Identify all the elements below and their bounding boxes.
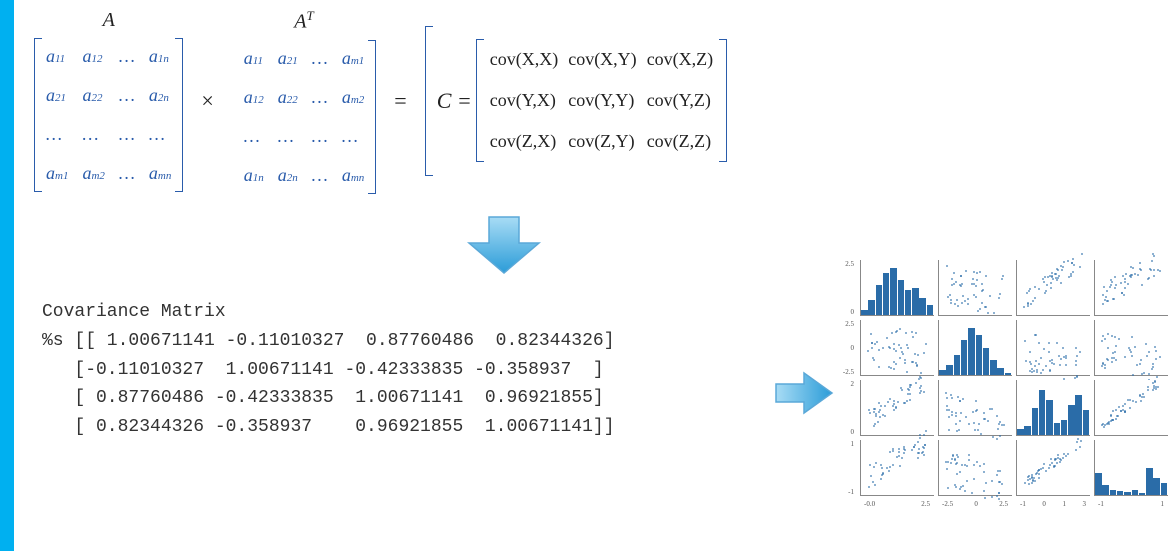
matrix-cell: a12 <box>82 46 104 67</box>
matrix-cell: a11 <box>46 46 68 67</box>
pairplot-hist <box>1094 440 1168 496</box>
matrix-cell: … <box>244 126 264 147</box>
pairplot-hist <box>938 320 1012 376</box>
cov-cell: cov(X,Y) <box>568 49 636 70</box>
pairplot-yticks: 2.50-2.5 <box>840 320 856 376</box>
cov-cell: cov(Y,Z) <box>647 90 713 111</box>
matrix-cell: a11 <box>244 48 264 69</box>
matrix-cell: … <box>119 163 135 184</box>
matrix-cell: am1 <box>46 163 68 184</box>
cov-symbolic-matrix: cov(X,X) cov(X,Y) cov(X,Z) cov(Y,X) cov(Y,Y)… <box>476 39 727 162</box>
equals-operator: = <box>388 88 412 114</box>
matrix-cell: am1 <box>342 48 364 69</box>
matrix-cell: … <box>312 126 328 147</box>
pairplot-xticks: -11 <box>1094 500 1168 518</box>
pairplot-yticks: 2.50 <box>840 260 856 316</box>
matrix-c-block: C = cov(X,X)cov(X,Y)cov(X,Z)cov(Y,X)cov(… <box>425 26 727 176</box>
matrix-a-label: A <box>103 9 115 32</box>
pairplot-scatter <box>938 440 1012 496</box>
matrix-cell: … <box>312 48 328 69</box>
arrow-right-icon <box>774 370 834 416</box>
matrix-cell: amn <box>149 163 171 184</box>
matrix-cell: am2 <box>342 87 364 108</box>
matrix-cell: a12 <box>244 87 264 108</box>
matrix-cell: … <box>119 124 135 145</box>
cov-cell: cov(Z,X) <box>490 131 558 152</box>
cov-cell: cov(Z,Y) <box>568 131 636 152</box>
pairplot-grid: 2.50 2.50-2.5 20 1-1-0.02.5-2.502.5-1013-11 <box>840 260 1171 518</box>
pairplot-xticks: -2.502.5 <box>938 500 1012 518</box>
matrix-a: a11 a12 … a1n a21 a22 … a2n … … … … am1 am2 … amn <box>34 38 183 192</box>
pairplot-scatter <box>1016 320 1090 376</box>
pairplot-yticks: 20 <box>840 380 856 436</box>
c-equals-label: C = <box>437 88 472 114</box>
pairplot-yticks: 1-1 <box>840 440 856 496</box>
accent-sidebar <box>0 0 14 551</box>
matrix-cell: a22 <box>82 85 104 106</box>
cov-cell: cov(X,X) <box>490 49 558 70</box>
matrix-cell: … <box>278 126 298 147</box>
pairplot-scatter <box>938 260 1012 316</box>
matrix-at-block: AT a11 a21 … am1 a12 a22 … am2 … … … … a1n a2n … amn <box>232 8 376 194</box>
matrix-at-label: AT <box>294 8 313 34</box>
pairplot-xticks: -0.02.5 <box>860 500 934 518</box>
pairplot-scatter <box>860 440 934 496</box>
pairplot-scatter <box>938 380 1012 436</box>
matrix-cell: a21 <box>278 48 298 69</box>
pairplot-scatter <box>1016 440 1090 496</box>
cov-cell: cov(Y,X) <box>490 90 558 111</box>
matrix-cell: … <box>82 124 104 145</box>
pairplot-scatter <box>1016 260 1090 316</box>
matrix-cell: a21 <box>46 85 68 106</box>
matrix-cell: a2n <box>278 165 298 186</box>
pairplot-scatter <box>1094 260 1168 316</box>
cov-cell: cov(X,Z) <box>647 49 713 70</box>
matrix-cell: a1n <box>149 46 171 67</box>
pairplot-xticks: -1013 <box>1016 500 1090 518</box>
matrix-cell: … <box>46 124 68 145</box>
matrix-cell: a1n <box>244 165 264 186</box>
main-content: A a11 a12 … a1n a21 a22 … a2n … … … … am1 am2 … amn × A… <box>14 0 1171 551</box>
times-operator: × <box>195 88 219 114</box>
matrix-at: a11 a21 … am1 a12 a22 … am2 … … … … a1n a2n … amn <box>232 40 376 194</box>
matrix-a-block: A a11 a12 … a1n a21 a22 … a2n … … … … am1 am2 … amn <box>34 9 183 192</box>
matrix-cell: … <box>312 165 328 186</box>
matrix-cell: … <box>312 87 328 108</box>
matrix-cell: amn <box>342 165 364 186</box>
matrix-cell: a2n <box>149 85 171 106</box>
matrix-cell: a22 <box>278 87 298 108</box>
cov-cell: cov(Y,Y) <box>568 90 636 111</box>
matrix-equation: A a11 a12 … a1n a21 a22 … a2n … … … … am1 am2 … amn × A… <box>34 8 727 194</box>
matrix-cell: … <box>119 46 135 67</box>
covariance-output: Covariance Matrix %s [[ 1.00671141 -0.11… <box>42 298 615 442</box>
matrix-cell: am2 <box>82 163 104 184</box>
cov-cell: cov(Z,Z) <box>647 131 713 152</box>
arrow-down-icon <box>464 215 544 275</box>
pairplot-scatter <box>1094 320 1168 376</box>
pairplot-scatter <box>860 320 934 376</box>
matrix-cell: … <box>342 126 364 147</box>
pairplot-scatter <box>1094 380 1168 436</box>
pairplot-hist <box>860 260 934 316</box>
pairplot-hist <box>1016 380 1090 436</box>
pairplot-scatter <box>860 380 934 436</box>
matrix-cell: … <box>149 124 171 145</box>
matrix-cell: … <box>119 85 135 106</box>
